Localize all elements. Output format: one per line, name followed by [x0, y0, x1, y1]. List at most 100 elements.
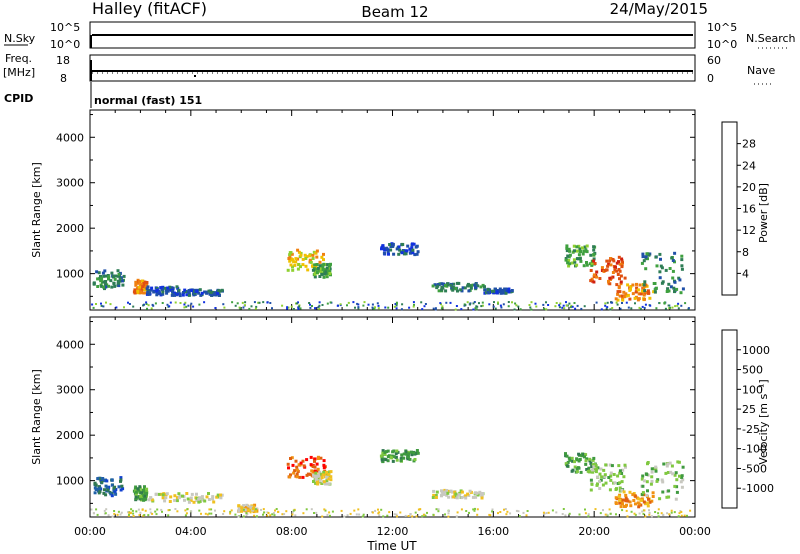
- velocity-cell: [286, 462, 290, 466]
- velocity-near-range-cell: [184, 509, 187, 512]
- velocity-cell: [641, 491, 645, 495]
- power-near-range-cell: [555, 302, 558, 304]
- velocity-colorbar-tick-label: 1000: [742, 344, 770, 357]
- power-near-range-cell: [115, 306, 118, 309]
- velocity-cell: [640, 492, 644, 496]
- power-cell: [433, 283, 437, 287]
- power-cell: [121, 279, 125, 283]
- power-cell: [147, 292, 151, 296]
- power-near-range-cell: [604, 302, 607, 305]
- velocity-cell: [295, 465, 299, 469]
- velocity-near-range-cell: [377, 508, 379, 511]
- velocity-cell: [415, 449, 419, 452]
- power-cell: [435, 286, 439, 290]
- power-cell: [294, 257, 298, 261]
- velocity-cell: [175, 499, 179, 503]
- power-near-range-cell: [545, 308, 548, 311]
- velocity-cell: [316, 467, 320, 471]
- velocity-near-range-cell: [117, 510, 120, 513]
- velocity-cell: [253, 503, 257, 507]
- power-cell: [166, 289, 170, 293]
- power-cell: [406, 244, 410, 248]
- power-cell: [565, 246, 569, 250]
- power-near-range-cell: [576, 304, 579, 307]
- power-near-range-cell: [563, 307, 566, 310]
- velocity-cell: [681, 478, 685, 482]
- power-cell: [680, 258, 684, 262]
- power-cell: [157, 289, 161, 293]
- power-near-range-cell: [92, 306, 95, 309]
- power-near-range-cell: [393, 305, 396, 308]
- velocity-cell: [649, 482, 653, 486]
- velocity-near-range-cell: [357, 508, 360, 511]
- power-cell: [640, 261, 644, 265]
- power-cell: [618, 262, 622, 266]
- velocity-near-range-cell: [677, 515, 680, 518]
- velocity-cell: [584, 459, 588, 463]
- velocity-near-range-cell: [543, 512, 546, 515]
- power-cell: [615, 269, 619, 273]
- velocity-near-range-cell: [155, 513, 158, 516]
- power-cell: [451, 285, 455, 289]
- power-cell: [311, 264, 314, 268]
- velocity-cell: [648, 500, 652, 504]
- velocity-cell: [381, 460, 385, 464]
- velocity-cell: [295, 468, 299, 472]
- power-cell: [328, 269, 332, 273]
- power-near-range-cell: [223, 306, 226, 309]
- power-cell: [678, 278, 682, 282]
- velocity-cell: [476, 493, 480, 497]
- velocity-near-range-cell: [680, 511, 683, 513]
- velocity-cell: [201, 498, 205, 502]
- velocity-cell: [662, 462, 666, 466]
- velocity-cell: [145, 487, 149, 491]
- power-near-range-cell: [367, 303, 370, 306]
- power-cell: [306, 268, 310, 272]
- power-cell: [585, 263, 589, 267]
- power-near-range-cell: [314, 307, 316, 310]
- velocity-near-range-cell: [93, 512, 95, 515]
- velocity-near-range-cell: [323, 508, 326, 511]
- velocity-near-range-cell: [198, 509, 201, 512]
- power-cell: [585, 244, 589, 248]
- velocity-near-range-cell: [526, 510, 529, 512]
- nave-label: Nave: [747, 64, 775, 77]
- power-near-range-cell: [561, 306, 564, 309]
- power-cell: [641, 255, 645, 259]
- power-cell: [402, 252, 406, 256]
- power-cell: [621, 261, 624, 265]
- power-cell: [321, 264, 325, 268]
- velocity-cell: [173, 494, 177, 498]
- power-cell: [309, 260, 313, 264]
- velocity-cell: [177, 492, 181, 496]
- power-cell: [639, 292, 643, 296]
- velocity-near-range-cell: [421, 515, 424, 518]
- velocity-near-range-cell: [321, 515, 324, 518]
- power-near-range-cell: [287, 306, 290, 309]
- velocity-near-range-cell: [551, 509, 554, 512]
- power-cell: [142, 291, 146, 295]
- x-axis-label: Time UT: [366, 539, 417, 553]
- power-cell: [440, 282, 444, 286]
- velocity-cell: [94, 483, 98, 487]
- power-cell: [99, 275, 102, 278]
- power-cell: [315, 255, 319, 259]
- power-cell: [408, 251, 412, 255]
- velocity-cell: [585, 457, 589, 461]
- velocity-near-range-cell: [305, 508, 308, 511]
- power-near-range-cell: [244, 304, 246, 307]
- power-cell: [402, 249, 406, 253]
- power-cell: [589, 253, 593, 257]
- power-cell: [671, 276, 675, 280]
- power-cell: [614, 297, 618, 301]
- velocity-near-range-cell: [324, 509, 327, 512]
- velocity-near-range-cell: [326, 513, 329, 516]
- power-cell: [590, 261, 594, 265]
- power-near-range-cell: [605, 307, 608, 310]
- velocity-cell: [138, 485, 142, 489]
- power-near-range-cell: [528, 304, 531, 306]
- power-cell: [112, 274, 116, 278]
- velocity-cell: [299, 461, 303, 465]
- power-cell: [96, 285, 100, 288]
- velocity-near-range-cell: [662, 513, 665, 516]
